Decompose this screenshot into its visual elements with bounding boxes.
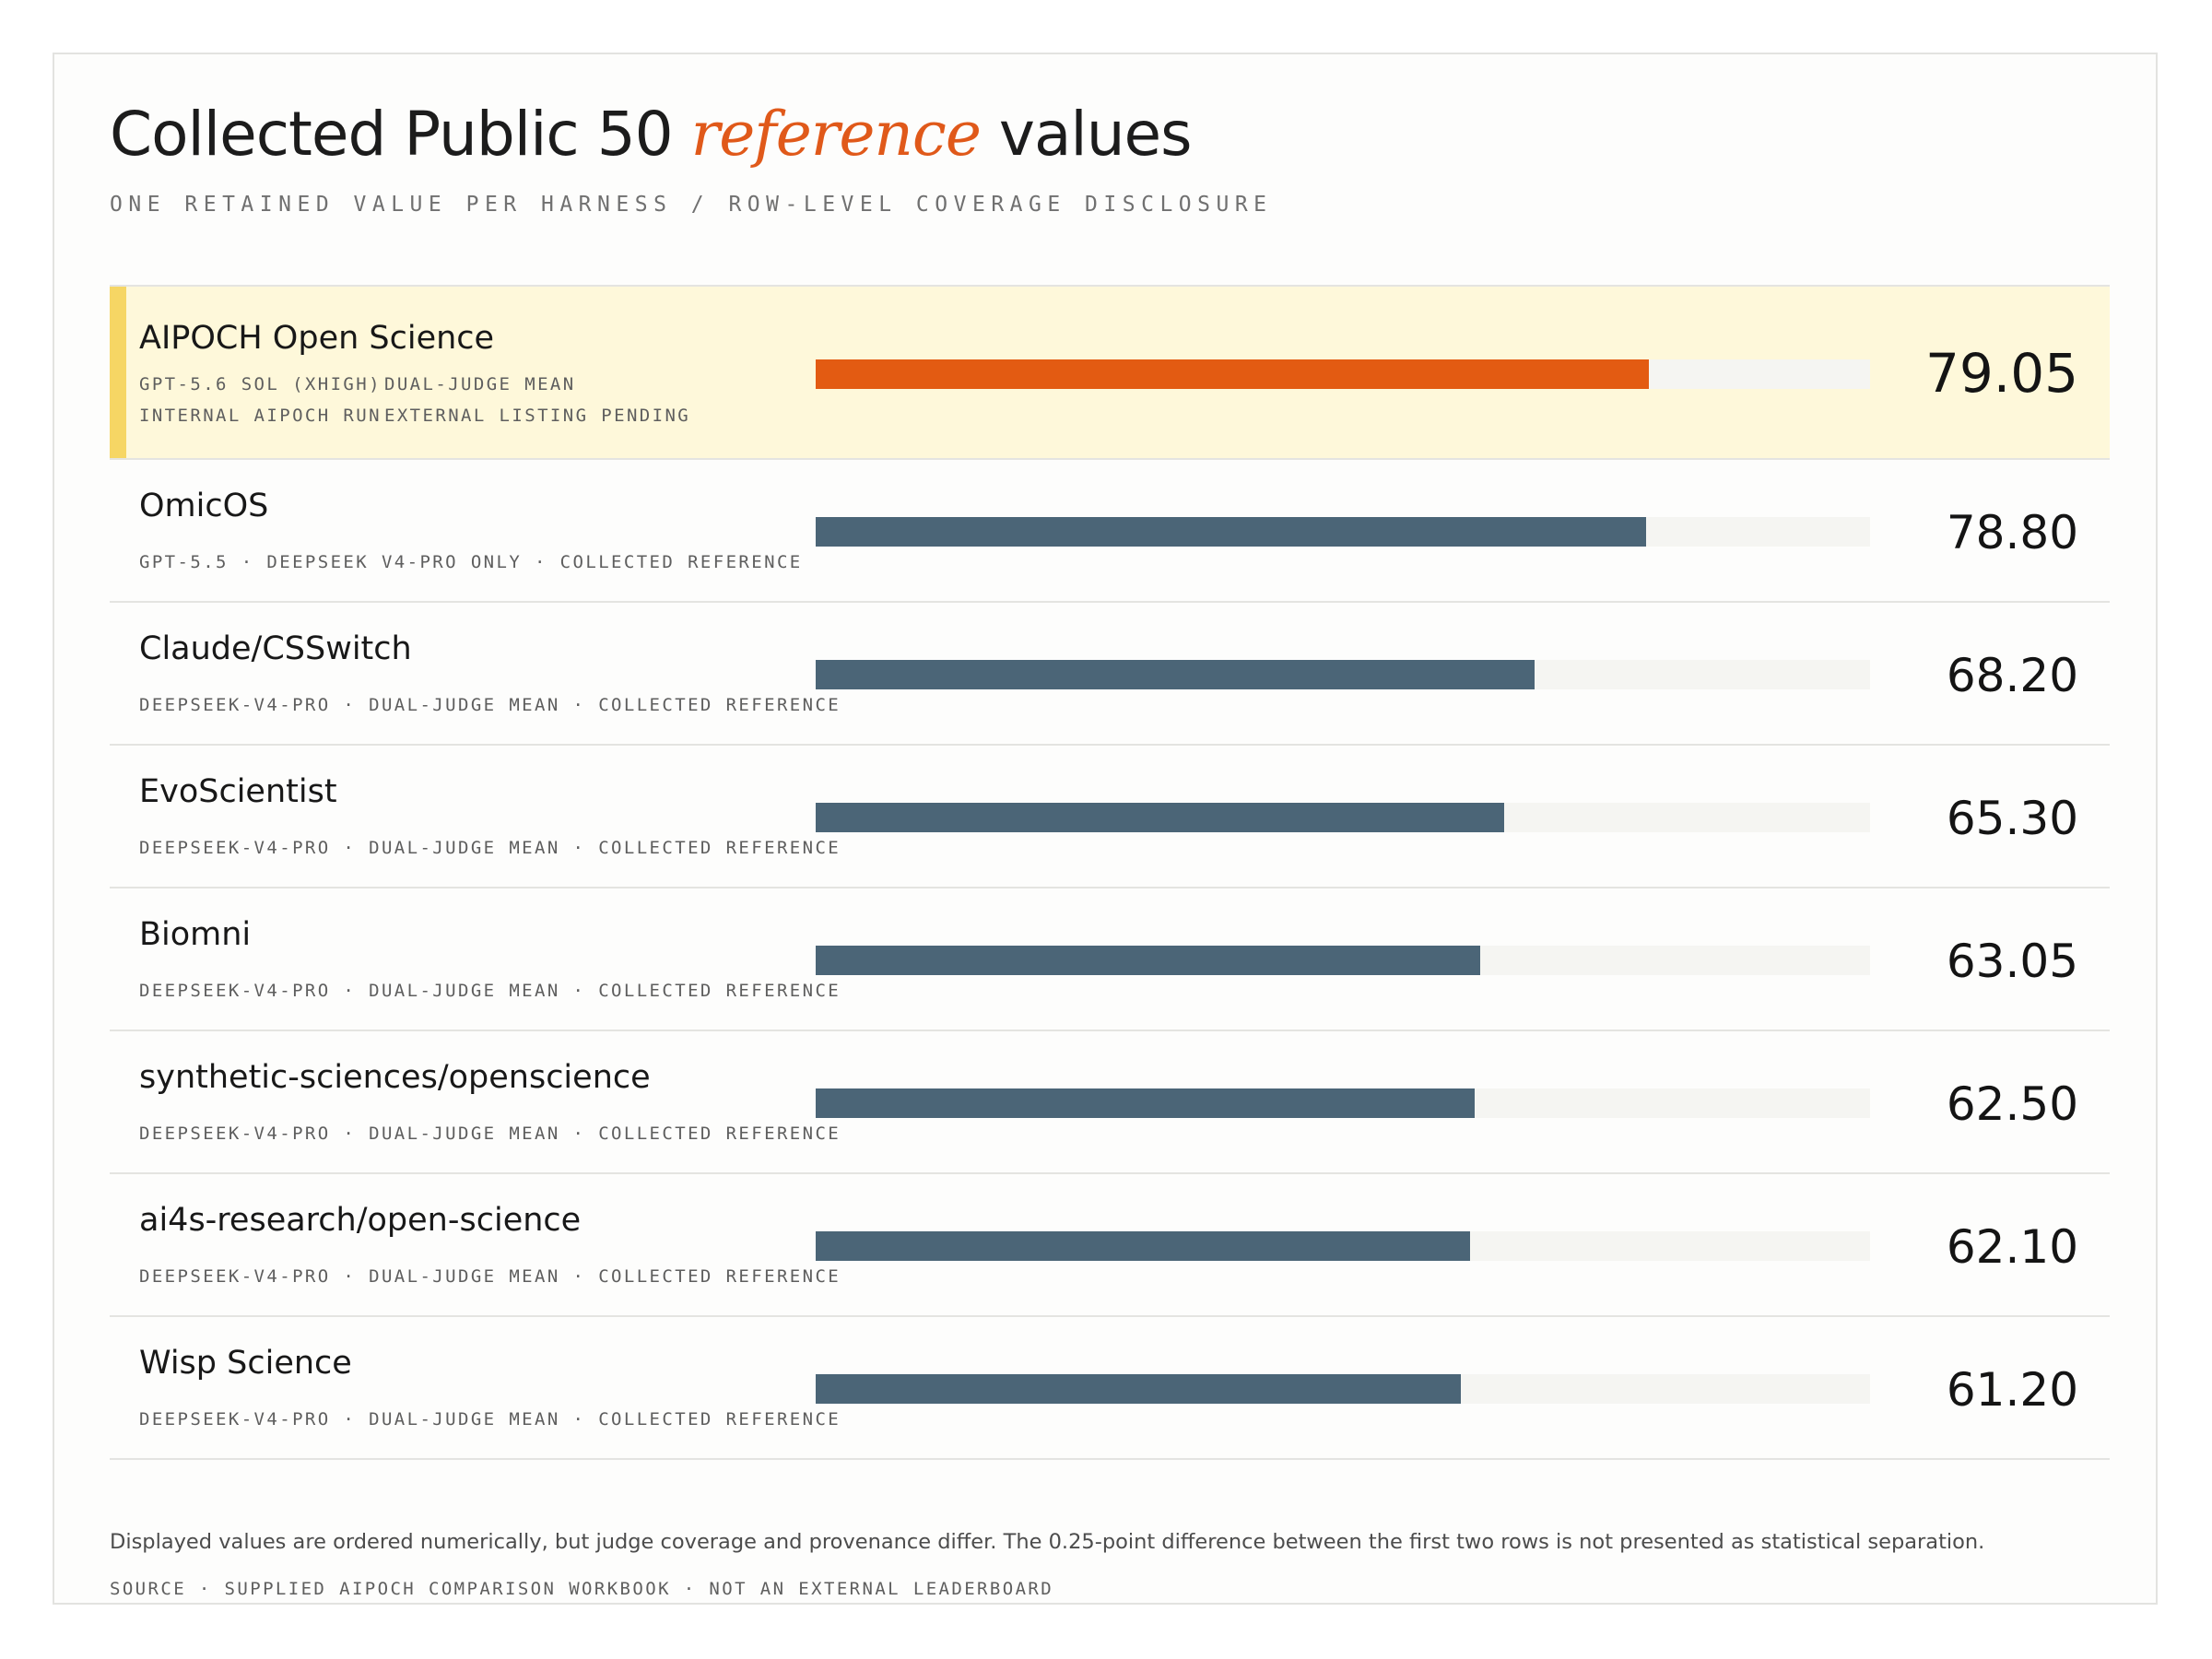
page-subtitle: ONE RETAINED VALUE PER HARNESS / ROW-LEV…: [110, 193, 1273, 217]
footer-source: SOURCE · SUPPLIED AIPOCH COMPARISON WORK…: [110, 1579, 1054, 1599]
row-label: ai4s-research/open-science: [139, 1202, 582, 1239]
data-label: 63.05: [1946, 935, 2078, 988]
bar-omicos: [816, 517, 1647, 547]
bar-track: [816, 803, 1870, 832]
row-label: Claude/CSSwitch: [139, 630, 412, 667]
data-label: 62.50: [1946, 1077, 2078, 1131]
row-meta: DEEPSEEK-V4-PRO · DUAL-JUDGE MEAN · COLL…: [139, 695, 841, 715]
row-meta: DEEPSEEK-V4-PRO · DUAL-JUDGE MEAN · COLL…: [139, 981, 841, 1001]
bar-claude-csswitch: [816, 660, 1535, 689]
chart-row-aipoch: AIPOCH Open Science GPT-5.6 SOL (XHIGH) …: [110, 287, 2110, 460]
bar-synthetic-sciences-openscience: [816, 1088, 1475, 1118]
row-label: Biomni: [139, 916, 252, 953]
bar-aipoch-open-science: [816, 359, 1650, 389]
bar-track: [816, 1231, 1870, 1261]
chart-row-biomni: Biomni DEEPSEEK-V4-PRO · DUAL-JUDGE MEAN…: [110, 888, 2110, 1031]
bar-ai4s-research-open-science: [816, 1231, 1471, 1261]
row-label: Wisp Science: [139, 1345, 352, 1382]
data-label: 68.20: [1946, 649, 2078, 702]
row-label: EvoScientist: [139, 773, 337, 810]
bar-track: [816, 660, 1870, 689]
bar-track: [816, 517, 1870, 547]
bar-wisp-science: [816, 1374, 1462, 1404]
chart-row-evoscientist: EvoScientist DEEPSEEK-V4-PRO · DUAL-JUDG…: [110, 746, 2110, 888]
row-label: AIPOCH Open Science: [139, 320, 495, 357]
row-meta-run: INTERNAL AIPOCH RUN: [139, 406, 382, 426]
bar-track: [816, 946, 1870, 975]
bar-track: [816, 359, 1870, 389]
chart-row-wisp-science: Wisp Science DEEPSEEK-V4-PRO · DUAL-JUDG…: [110, 1317, 2110, 1460]
row-meta: DEEPSEEK-V4-PRO · DUAL-JUDGE MEAN · COLL…: [139, 1409, 841, 1430]
row-meta-judge: DUAL-JUDGE MEAN: [384, 374, 576, 394]
row-meta: DEEPSEEK-V4-PRO · DUAL-JUDGE MEAN · COLL…: [139, 1124, 841, 1144]
data-label: 79.05: [1924, 342, 2078, 405]
data-label: 78.80: [1946, 506, 2078, 559]
row-meta-listing: EXTERNAL LISTING PENDING: [384, 406, 691, 426]
row-label: OmicOS: [139, 488, 269, 524]
title-accent: reference: [690, 99, 982, 170]
page-title: Collected Public 50 reference values: [110, 99, 1193, 170]
bar-track: [816, 1088, 1870, 1118]
bar-evoscientist: [816, 803, 1505, 832]
row-meta: DEEPSEEK-V4-PRO · DUAL-JUDGE MEAN · COLL…: [139, 838, 841, 858]
bar-track: [816, 1374, 1870, 1404]
footer-note: Displayed values are ordered numerically…: [110, 1530, 1985, 1554]
data-label: 62.10: [1946, 1220, 2078, 1274]
chart-row-ai4s-research: ai4s-research/open-science DEEPSEEK-V4-P…: [110, 1174, 2110, 1317]
chart-row-synthetic-sciences: synthetic-sciences/openscience DEEPSEEK-…: [110, 1031, 2110, 1174]
data-label: 61.20: [1946, 1363, 2078, 1417]
row-label: synthetic-sciences/openscience: [139, 1059, 651, 1096]
bar-biomni: [816, 946, 1481, 975]
bar-chart: AIPOCH Open Science GPT-5.6 SOL (XHIGH) …: [110, 285, 2110, 1460]
title-prefix: Collected Public 50: [110, 99, 674, 170]
chart-card: Collected Public 50 reference values ONE…: [53, 53, 2158, 1605]
chart-row-omicos: OmicOS GPT-5.5 · DEEPSEEK V4-PRO ONLY · …: [110, 460, 2110, 603]
row-meta: GPT-5.5 · DEEPSEEK V4-PRO ONLY · COLLECT…: [139, 552, 803, 572]
chart-row-claude-csswitch: Claude/CSSwitch DEEPSEEK-V4-PRO · DUAL-J…: [110, 603, 2110, 746]
title-suffix: values: [998, 99, 1193, 170]
row-meta-model: GPT-5.6 SOL (XHIGH): [139, 374, 382, 394]
row-meta: DEEPSEEK-V4-PRO · DUAL-JUDGE MEAN · COLL…: [139, 1266, 841, 1287]
data-label: 65.30: [1946, 792, 2078, 845]
